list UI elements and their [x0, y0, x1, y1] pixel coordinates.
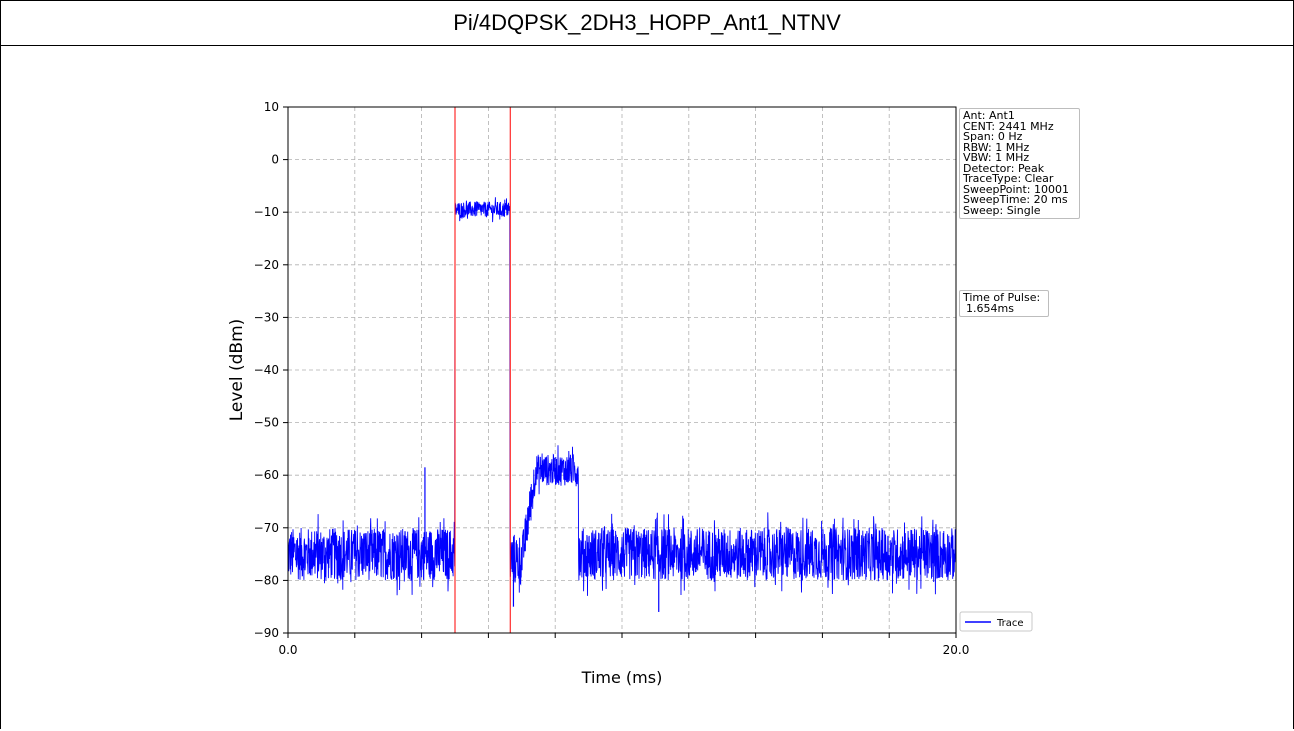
time-of-pulse-value: 1.654ms [966, 301, 1014, 315]
legend: Trace [959, 611, 1033, 632]
y-tick-label: −70 [254, 521, 279, 535]
pulse-markers [454, 107, 511, 633]
y-tick-label: −40 [254, 363, 279, 377]
x-axis-label: Time (ms) [581, 668, 663, 687]
y-axis-label: Level (dBm) [227, 319, 247, 422]
time-of-pulse-box: Time of Pulse: 1.654ms [959, 290, 1049, 317]
chart-title: Pi/4DQPSK_2DH3_HOPP_Ant1_NTNV [453, 10, 841, 35]
title-row: Pi/4DQPSK_2DH3_HOPP_Ant1_NTNV [0, 0, 1294, 46]
info-line: TraceType: Clear [963, 172, 1054, 185]
info-line: SweepPoint: 10001 [963, 182, 1070, 196]
x-axis-ticks: 0.0 20.0 [278, 633, 969, 657]
y-tick-label: −20 [254, 258, 279, 272]
info-line: SweepTime: 20 ms [963, 193, 1068, 206]
info-line: Sweep: Single [963, 203, 1041, 217]
x-tick-label: 20.0 [943, 643, 970, 657]
y-tick-label: −60 [254, 468, 279, 482]
info-line: CENT: 2441 MHz [963, 119, 1054, 133]
y-tick-label: −90 [254, 626, 279, 640]
info-line: Detector: Peak [963, 161, 1045, 175]
info-line: RBW: 1 MHz [963, 140, 1030, 154]
y-tick-label: 10 [264, 100, 279, 114]
y-axis-ticks: 10 0 −10 −20 −30 −40 −50 −60 −70 −80 −90 [254, 100, 288, 640]
info-line: Ant: Ant1 [963, 109, 1015, 122]
trace-series [287, 197, 957, 612]
info-line: Span: 0 Hz [963, 130, 1023, 143]
y-tick-label: −50 [254, 416, 279, 430]
instrument-settings-box: Ant: Ant1 CENT: 2441 MHz Span: 0 Hz RBW: 1 … [959, 108, 1080, 219]
grid-lines [288, 107, 956, 633]
info-line: VBW: 1 MHz [963, 151, 1030, 164]
trace-line [287, 197, 957, 596]
y-tick-label: −30 [254, 310, 279, 324]
legend-label: Trace [996, 618, 1024, 629]
x-tick-label: 0.0 [278, 643, 297, 657]
legend-box [959, 611, 1033, 632]
y-tick-label: 0 [271, 153, 279, 167]
time-of-pulse-label: Time of Pulse: [963, 291, 1041, 304]
y-tick-label: −10 [254, 205, 279, 219]
y-tick-label: −80 [254, 573, 279, 587]
